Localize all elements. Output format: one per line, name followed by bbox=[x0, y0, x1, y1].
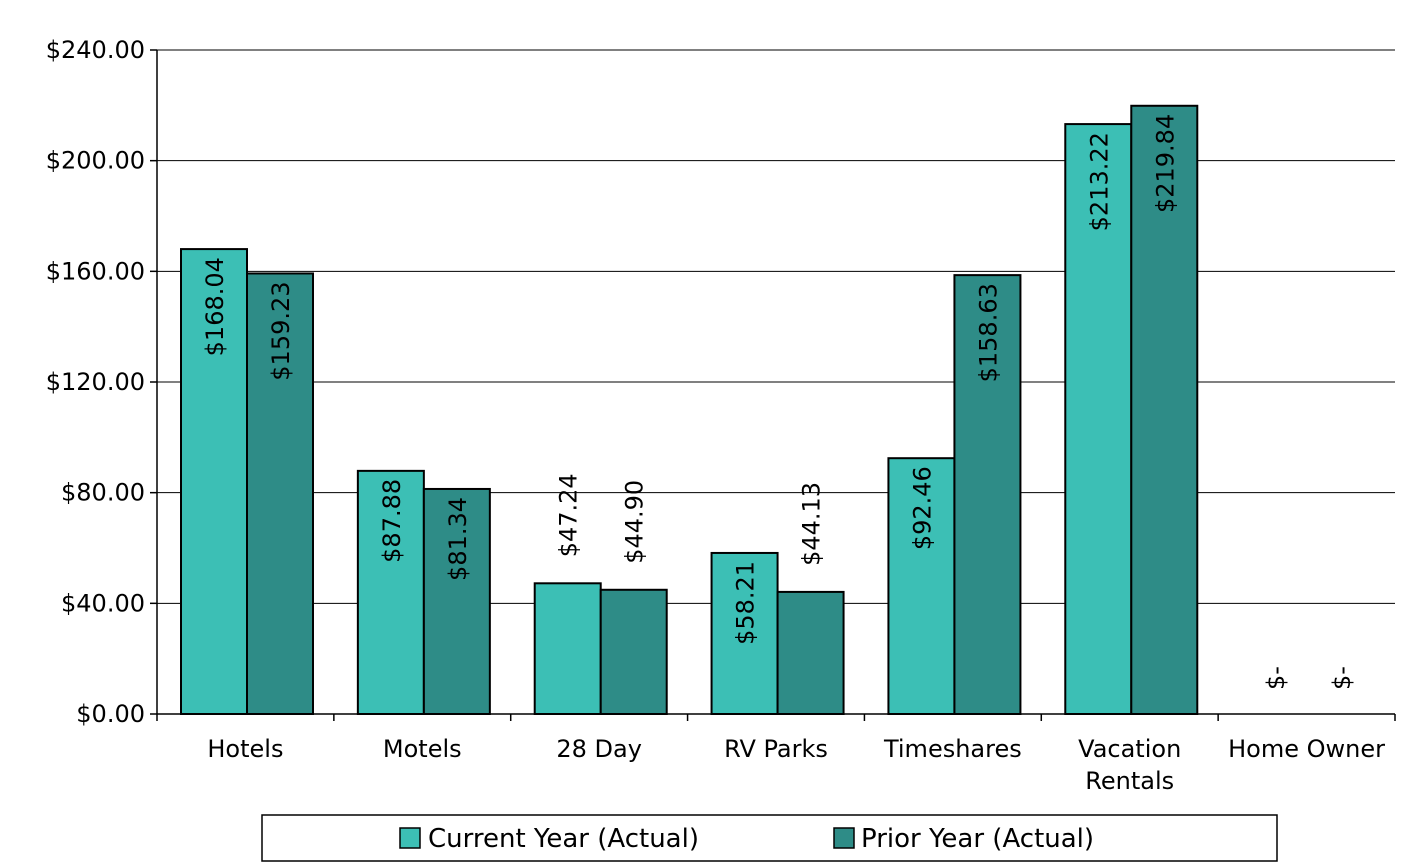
legend-swatch-current-year bbox=[399, 827, 421, 849]
y-tick-label: $160.00 bbox=[46, 257, 145, 285]
data-label-prior-year: $44.13 bbox=[798, 482, 826, 566]
data-label-prior-year: $44.90 bbox=[621, 480, 649, 564]
data-label-current-year: $47.24 bbox=[555, 473, 583, 557]
y-axis-ticks: $0.00 $40.00 $80.00 $120.00 $160.00 $200.00 $2… bbox=[46, 36, 157, 728]
legend-swatch-prior-year bbox=[833, 827, 855, 849]
legend-label-prior-year: Prior Year (Actual) bbox=[861, 824, 1094, 854]
bar-current-year bbox=[710, 551, 779, 715]
data-label-prior-year: $219.84 bbox=[1151, 114, 1179, 213]
bar-prior-year bbox=[776, 590, 845, 715]
legend-box bbox=[261, 814, 1278, 862]
x-tick-label: RV Parks bbox=[724, 735, 828, 763]
data-labels: $168.04 $159.23 $87.88 $81.34 $47.24 $44.90 $5… bbox=[201, 114, 1356, 690]
bar-prior-year bbox=[422, 487, 491, 715]
legend: Current Year (Actual) Prior Year (Actual… bbox=[261, 814, 1278, 862]
bar-current-year bbox=[1064, 123, 1133, 716]
x-tick-label: Motels bbox=[383, 735, 462, 763]
bar-prior-year bbox=[953, 274, 1022, 715]
x-tick-label: Home Owner bbox=[1228, 735, 1385, 763]
x-axis-ticks: Hotels Motels 28 Day RV Parks Timeshares Vaca… bbox=[156, 714, 1396, 795]
y-tick-label: $80.00 bbox=[61, 479, 145, 507]
data-label-prior-year: $81.34 bbox=[444, 497, 472, 581]
y-tick-label: $0.00 bbox=[76, 700, 145, 728]
legend-label-current-year: Current Year (Actual) bbox=[428, 824, 699, 854]
data-label-current-year: $168.04 bbox=[201, 257, 229, 356]
bar-prior-year bbox=[599, 588, 668, 716]
data-label-prior-year: $- bbox=[1328, 666, 1356, 690]
y-tick-label: $40.00 bbox=[61, 589, 145, 617]
y-tick-label: $200.00 bbox=[46, 147, 145, 175]
gridlines bbox=[157, 49, 1395, 604]
data-label-current-year: $92.46 bbox=[908, 466, 936, 550]
data-label-current-year: $213.22 bbox=[1085, 132, 1113, 231]
bar-prior-year bbox=[246, 272, 314, 715]
data-label-prior-year: $159.23 bbox=[267, 281, 295, 380]
x-tick-label: Vacation bbox=[1078, 735, 1181, 763]
y-tick-label: $240.00 bbox=[46, 36, 145, 64]
data-label-prior-year: $158.63 bbox=[974, 283, 1002, 382]
x-tick-label: Hotels bbox=[207, 735, 283, 763]
x-tick-label: Timeshares bbox=[883, 735, 1022, 763]
x-tick-label: 28 Day bbox=[556, 735, 642, 763]
bars bbox=[180, 104, 1199, 716]
y-tick-label: $120.00 bbox=[46, 368, 145, 396]
bar-current-year bbox=[533, 582, 602, 715]
data-label-current-year: $- bbox=[1262, 666, 1290, 690]
data-label-current-year: $87.88 bbox=[378, 479, 406, 563]
bar-current-year bbox=[887, 457, 956, 715]
data-label-current-year: $58.21 bbox=[732, 561, 760, 645]
x-tick-label: Rentals bbox=[1085, 767, 1174, 795]
